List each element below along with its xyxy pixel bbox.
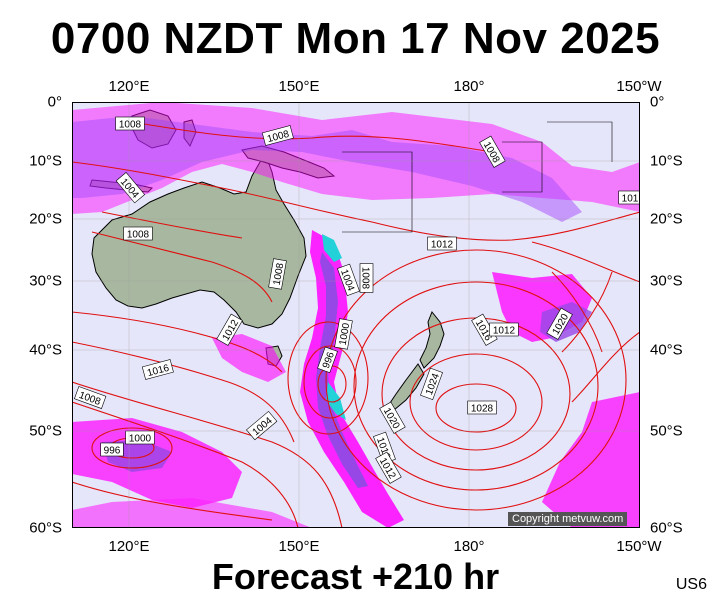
lon-label-120e-top: 120°E (108, 78, 150, 95)
lon-label-180-bottom: 180° (453, 538, 485, 555)
isobar-label-1028-high: 1028 (467, 400, 497, 415)
australia (91, 155, 307, 329)
lat-label-40s-left: 40°S (29, 341, 62, 359)
isobar-label-1012-east: 1012 (489, 322, 519, 337)
lat-label-20s-left: 20°S (29, 210, 62, 228)
svg-text:1000: 1000 (338, 322, 353, 346)
lon-label-150e-bottom: 150°E (278, 538, 320, 555)
lat-label-50s-left: 50°S (29, 422, 62, 440)
isobar-label-101-edge: 101 (618, 190, 640, 205)
isobar-label-1008-wa: 1008 (123, 226, 153, 241)
forecast-label: Forecast +210 hr (211, 556, 500, 597)
map-title: 0700 NZDT Mon 17 Nov 2025 (50, 14, 661, 63)
isobars (72, 121, 640, 528)
new-zealand-north (419, 311, 445, 369)
lat-label-10s-right: 10°S (650, 152, 683, 170)
svg-text:1008: 1008 (272, 262, 287, 286)
svg-text:1028: 1028 (471, 404, 494, 415)
isobar-label-1008-tasman: 1008 (360, 263, 374, 293)
borders (342, 121, 613, 233)
isobar-label-1000-southern-low: 1000 (125, 430, 155, 445)
lat-label-60s-right: 60°S (650, 519, 683, 537)
lat-label-30s-right: 30°S (650, 272, 683, 290)
svg-text:1008: 1008 (119, 120, 142, 131)
land (89, 109, 445, 411)
lat-label-10s-left: 10°S (29, 152, 62, 170)
isobar-label-1012-coral-sea: 1012 (427, 236, 457, 251)
lat-label-40s-right: 40°S (650, 341, 683, 359)
lon-label-150w-bottom: 150°W (616, 538, 662, 555)
lat-label-20s-right: 20°S (650, 210, 683, 228)
new-guinea (241, 145, 336, 179)
lon-label-150w-top: 150°W (616, 78, 662, 95)
isobar-label-996-southern-low: 996 (100, 442, 124, 457)
isobar-label-1000-tasman: 1000 (334, 318, 353, 350)
lat-label-60s-left: 60°S (29, 519, 62, 537)
isobar-label-1008-inland: 1008 (268, 258, 287, 290)
precipitation (72, 102, 640, 528)
lat-label-0-right: 0° (650, 93, 665, 111)
map-frame (72, 102, 640, 528)
isobar-label-1008-north-indonesia: 1008 (115, 116, 145, 131)
lon-label-150e-top: 150°E (278, 78, 320, 95)
copyright-notice: Copyright metvuw.com (508, 512, 628, 526)
lat-label-30s-left: 30°S (29, 272, 62, 290)
svg-text:1000: 1000 (129, 434, 152, 445)
lon-label-120e-bottom: 120°E (108, 538, 150, 555)
svg-text:1012: 1012 (493, 326, 516, 337)
svg-text:101: 101 (622, 194, 639, 205)
lon-label-180-top: 180° (453, 78, 485, 95)
svg-text:1008: 1008 (360, 267, 371, 290)
svg-text:1008: 1008 (127, 230, 150, 241)
svg-text:996: 996 (104, 446, 121, 457)
model-code: US6 (675, 576, 707, 593)
lat-label-0-left: 0° (47, 93, 62, 111)
svg-text:1012: 1012 (431, 240, 454, 251)
indonesia-sulawesi (183, 119, 197, 147)
gridlines (72, 102, 640, 528)
lat-label-50s-right: 50°S (650, 422, 683, 440)
